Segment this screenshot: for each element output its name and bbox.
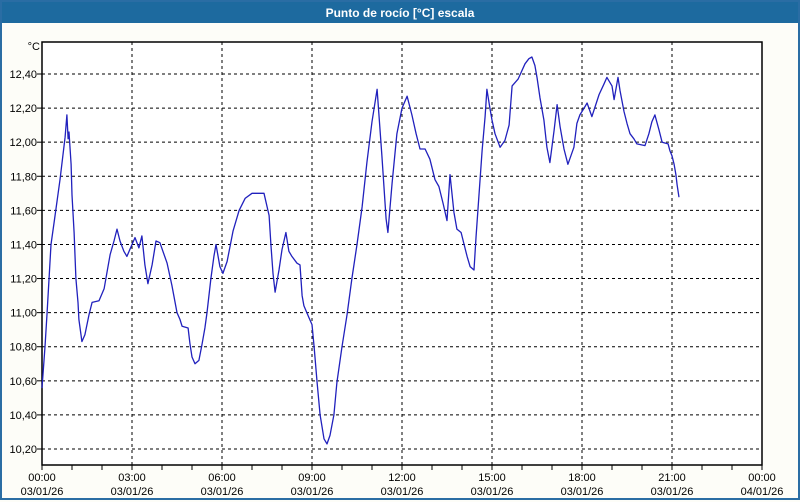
y-tick-label: 11,80	[10, 171, 37, 183]
x-tick-date-label: 03/01/26	[201, 486, 244, 498]
x-tick-date-label: 03/01/26	[381, 486, 424, 498]
x-tick-date-label: 03/01/26	[111, 486, 154, 498]
x-tick-time-label: 00:00	[28, 472, 56, 484]
x-tick-time-label: 12:00	[388, 472, 416, 484]
x-tick-date-label: 03/01/26	[21, 486, 64, 498]
x-tick-date-label: 03/01/26	[651, 486, 694, 498]
x-tick-time-label: 00:00	[748, 472, 776, 484]
x-tick-time-label: 09:00	[298, 472, 326, 484]
y-tick-label: 11,00	[10, 308, 37, 320]
y-tick-label: 12,40	[9, 69, 37, 81]
y-tick-label: 10,40	[9, 410, 37, 422]
dew-point-chart: 12,40 12,20 12,00 11,80 11,60 11,40 11,20 11,00…	[2, 23, 798, 498]
y-tick-label: 10,80	[9, 342, 37, 354]
y-tick-label: 11,20	[10, 274, 37, 286]
y-tick-label: 10,20	[9, 444, 37, 456]
y-tick-label: 12,00	[9, 137, 37, 149]
x-tick-date-label: 04/01/26	[741, 486, 784, 498]
y-tick-label: 12,20	[9, 103, 37, 115]
y-axis-unit-label: °C	[28, 41, 40, 53]
y-tick-label: 10,60	[9, 376, 37, 388]
x-tick-time-label: 15:00	[478, 472, 506, 484]
window-title: Punto de rocío [°C] escala	[325, 5, 475, 20]
x-tick-time-label: 21:00	[658, 472, 686, 484]
y-tick-label: 11,40	[10, 239, 37, 251]
x-tick-date-label: 03/01/26	[561, 486, 604, 498]
x-tick-time-label: 03:00	[118, 472, 146, 484]
y-tick-label: 11,60	[10, 205, 37, 217]
x-tick-date-label: 03/01/26	[291, 486, 334, 498]
x-tick-date-label: 03/01/26	[471, 486, 514, 498]
x-tick-time-label: 06:00	[208, 472, 236, 484]
dew-point-series-line	[41, 56, 680, 445]
x-tick-time-label: 18:00	[568, 472, 596, 484]
chart-canvas: 12,40 12,20 12,00 11,80 11,60 11,40 11,20 11,00…	[9, 41, 784, 498]
plot-border	[41, 41, 763, 466]
window-title-bar[interactable]: Punto de rocío [°C] escala	[2, 2, 798, 23]
